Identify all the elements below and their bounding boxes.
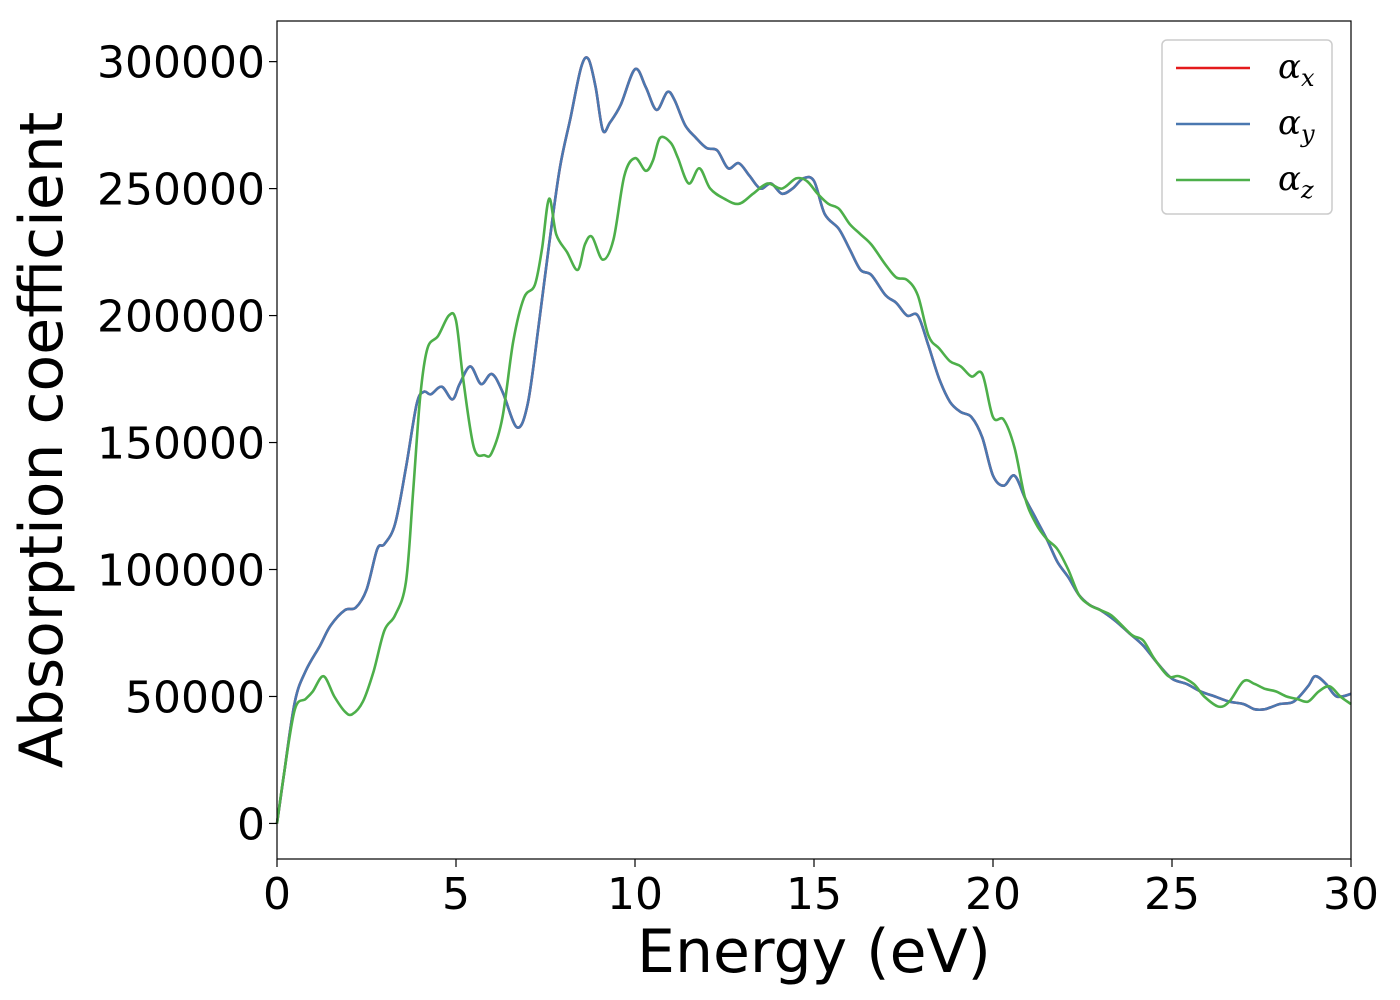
legend-frame bbox=[1161, 39, 1333, 215]
y-tick-label: 200000 bbox=[97, 292, 265, 343]
x-tick-label: 20 bbox=[965, 869, 1021, 920]
legend-label: αx bbox=[1278, 47, 1315, 92]
y-axis-label: Absorption coefficient bbox=[7, 112, 77, 769]
legend-label: αy bbox=[1278, 103, 1315, 148]
x-tick-label: 25 bbox=[1144, 869, 1200, 920]
x-tick-label: 5 bbox=[442, 869, 470, 920]
x-tick-label: 0 bbox=[263, 869, 291, 920]
y-tick-label: 250000 bbox=[97, 165, 265, 216]
y-tick-label: 100000 bbox=[97, 546, 265, 597]
y-tick-label: 50000 bbox=[125, 672, 265, 723]
x-axis-ticks: 0 5 10 15 20 25 30 bbox=[263, 859, 1379, 920]
y-axis-ticks: 0 50000 100000 150000 200000 250000 300000 bbox=[97, 38, 277, 850]
series-line-α-z bbox=[275, 135, 1352, 824]
x-tick-label: 15 bbox=[786, 869, 842, 920]
y-tick-label: 0 bbox=[237, 799, 265, 850]
legend: αx αy αz bbox=[1161, 39, 1333, 215]
x-axis-label: Energy (eV) bbox=[637, 917, 991, 987]
x-tick-label: 30 bbox=[1323, 869, 1379, 920]
y-tick-label: 300000 bbox=[97, 38, 265, 89]
y-tick-label: 150000 bbox=[97, 419, 265, 470]
series-layer bbox=[275, 56, 1352, 824]
legend-label: αz bbox=[1278, 159, 1314, 204]
x-tick-label: 10 bbox=[607, 869, 663, 920]
